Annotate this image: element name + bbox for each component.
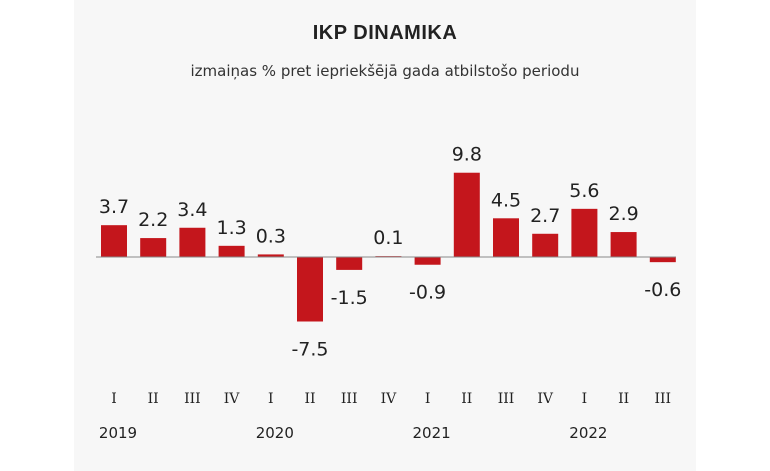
quarter-label-11: IV [537, 391, 554, 407]
value-label-5: -7.5 [291, 339, 328, 361]
bar-2 [179, 227, 206, 257]
bar-3 [218, 245, 245, 257]
quarter-label-6: III [341, 391, 358, 407]
chart-title: IKP DINAMIKA [312, 22, 458, 44]
value-label-6: -1.5 [331, 287, 368, 309]
value-label-2: 3.4 [177, 199, 207, 221]
bar-11 [532, 233, 559, 257]
value-label-12: 5.6 [569, 180, 599, 202]
value-labels-group: 3.7 2.2 3.4 1.3 0.3 -7.5 -1.5 0.1 -0.9 9.8 4.5 2.7 5… [99, 144, 681, 361]
chart-subtitle: izmaiņas % pret iepriekšējā gada atbilst… [190, 62, 580, 80]
quarter-label-8: I [425, 391, 431, 407]
bar-9 [453, 172, 480, 257]
value-label-0: 3.7 [99, 196, 129, 218]
year-label-2022: 2022 [569, 424, 607, 442]
quarter-label-10: III [498, 391, 515, 407]
bar-8 [414, 257, 441, 265]
quarter-label-3: IV [224, 391, 241, 407]
year-labels-group: 2019 2020 2021 2022 [99, 424, 608, 442]
bar-1 [140, 238, 167, 257]
value-label-4: 0.3 [256, 225, 286, 247]
bar-12 [571, 208, 598, 257]
bar-0 [101, 225, 127, 257]
quarter-label-14: III [655, 391, 672, 407]
bar-5 [297, 257, 323, 322]
value-label-3: 1.3 [216, 217, 246, 239]
value-label-7: 0.1 [373, 227, 403, 249]
quarter-label-9: II [461, 391, 472, 407]
value-label-10: 4.5 [491, 189, 521, 211]
year-label-2021: 2021 [413, 424, 451, 442]
quarter-label-12: I [582, 391, 588, 407]
value-label-13: 2.9 [608, 203, 638, 225]
quarter-label-7: IV [381, 391, 398, 407]
quarter-label-0: I [111, 391, 117, 407]
quarter-label-2: III [184, 391, 201, 407]
quarter-label-1: II [148, 391, 159, 407]
value-label-1: 2.2 [138, 209, 168, 231]
quarter-labels-group: I II III IV I II III IV I II III IV I II III [111, 391, 671, 407]
quarter-label-4: I [268, 391, 274, 407]
bar-14 [649, 257, 676, 263]
quarter-label-5: II [304, 391, 315, 407]
bar-10 [493, 218, 519, 257]
bar-13 [610, 232, 637, 257]
quarter-label-13: II [618, 391, 629, 407]
value-label-9: 9.8 [452, 144, 482, 166]
year-label-2019: 2019 [99, 424, 137, 442]
year-label-2020: 2020 [256, 424, 294, 442]
value-label-14: -0.6 [644, 279, 681, 301]
bar-6 [336, 257, 363, 270]
bar-4 [257, 254, 284, 257]
value-label-8: -0.9 [409, 282, 446, 304]
bars-group [101, 172, 676, 322]
value-label-11: 2.7 [530, 205, 560, 227]
